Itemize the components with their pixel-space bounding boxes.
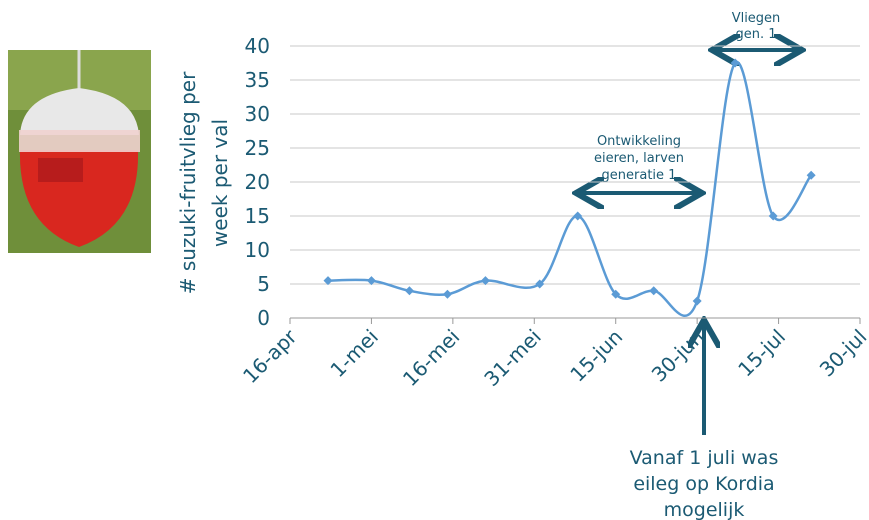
x-tick-label: 30-jun <box>647 325 709 387</box>
y-axis-label: # suzuki-fruitvlieg per week per val <box>176 71 232 294</box>
y-tick-label: 30 <box>245 102 270 126</box>
page: {"chart_data": {"type": "line", "y_label… <box>0 0 869 520</box>
y-axis-label-line: # suzuki-fruitvlieg per <box>176 71 200 294</box>
y-tick-label: 10 <box>245 238 270 262</box>
marker <box>405 286 414 295</box>
marker <box>693 297 702 306</box>
x-tick-label: 15-jun <box>565 325 627 387</box>
x-tick-label: 16-apr <box>238 324 302 388</box>
y-tick-label: 25 <box>245 136 270 160</box>
x-tick-label: 1-mei <box>325 325 382 382</box>
y-tick-label: 40 <box>245 34 270 58</box>
x-tick-label: 30-jul <box>815 325 869 382</box>
x-tick-label: 16-mei <box>398 325 464 391</box>
marker <box>731 59 740 68</box>
x-tick-label: 31-mei <box>479 325 545 391</box>
trap-photo <box>8 50 151 253</box>
series-line <box>328 62 811 316</box>
y-tick-label: 5 <box>257 272 270 296</box>
y-axis-label-line: week per val <box>208 119 232 247</box>
y-tick-label: 20 <box>245 170 270 194</box>
y-tick-label: 35 <box>245 68 270 92</box>
chart: # suzuki-fruitvlieg per week per val Vlie… <box>0 0 869 520</box>
y-tick-label: 0 <box>257 306 270 330</box>
marker <box>649 286 658 295</box>
x-tick-label: 15-jul <box>733 325 790 382</box>
y-tick-label: 15 <box>245 204 270 228</box>
marker <box>443 290 452 299</box>
